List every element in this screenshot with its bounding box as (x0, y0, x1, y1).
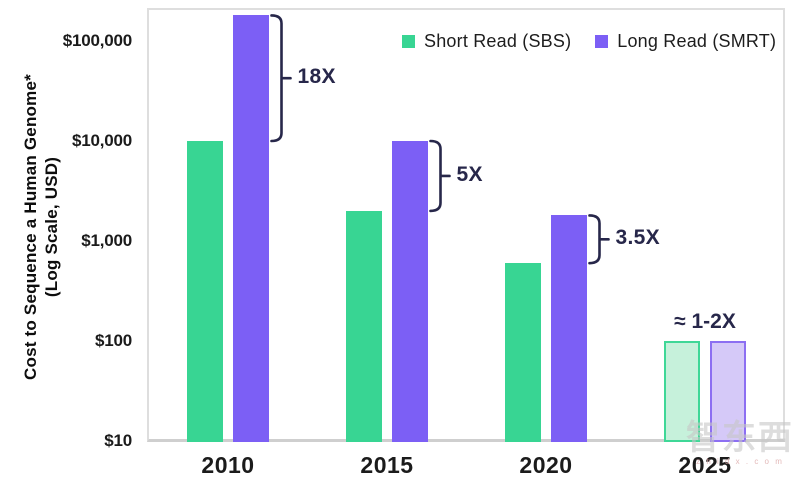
y-tick-label-4: $100,000 (62, 31, 133, 50)
bar-long-read-2015 (392, 141, 428, 442)
bar-long-read-2020 (551, 215, 587, 442)
bar-short-read-2010 (187, 141, 223, 442)
bar-short-read-2025 (664, 341, 700, 442)
bar-short-read-2015 (346, 210, 382, 442)
x-axis-label-2025: 2025 (678, 452, 732, 478)
legend-item-long-read: Long Read (SMRT) (595, 31, 776, 52)
y-axis-title-line1: Cost to Sequence a Human Genome* (21, 74, 40, 380)
legend: Short Read (SBS) Long Read (SMRT) (402, 31, 776, 52)
y-tick-label-2: $1,000 (81, 231, 132, 250)
legend-item-short-read: Short Read (SBS) (402, 31, 571, 52)
x-axis-label-2010: 2010 (201, 452, 255, 478)
legend-swatch-short-read-icon (402, 35, 415, 48)
y-tick-label-3: $10,000 (71, 131, 132, 150)
legend-swatch-long-read-icon (595, 35, 609, 48)
ratio-label-2010: 18X (297, 65, 336, 89)
ratio-label-2025: ≈ 1-2X (674, 310, 736, 333)
x-axis-label-2015: 2015 (360, 452, 414, 478)
x-axis-label-2020: 2020 (519, 452, 573, 478)
ratio-label-2020: 3.5X (615, 226, 660, 250)
y-tick-label-1: $100 (94, 331, 132, 350)
bar-long-read-2010 (233, 15, 269, 442)
y-tick-label-0: $10 (104, 431, 132, 450)
ratio-label-2015: 5X (456, 162, 483, 186)
bar-short-read-2020 (505, 263, 541, 442)
legend-label-long-read: Long Read (SMRT) (617, 31, 777, 51)
legend-label-short-read: Short Read (SBS) (424, 31, 572, 51)
bar-long-read-2025 (710, 341, 746, 442)
